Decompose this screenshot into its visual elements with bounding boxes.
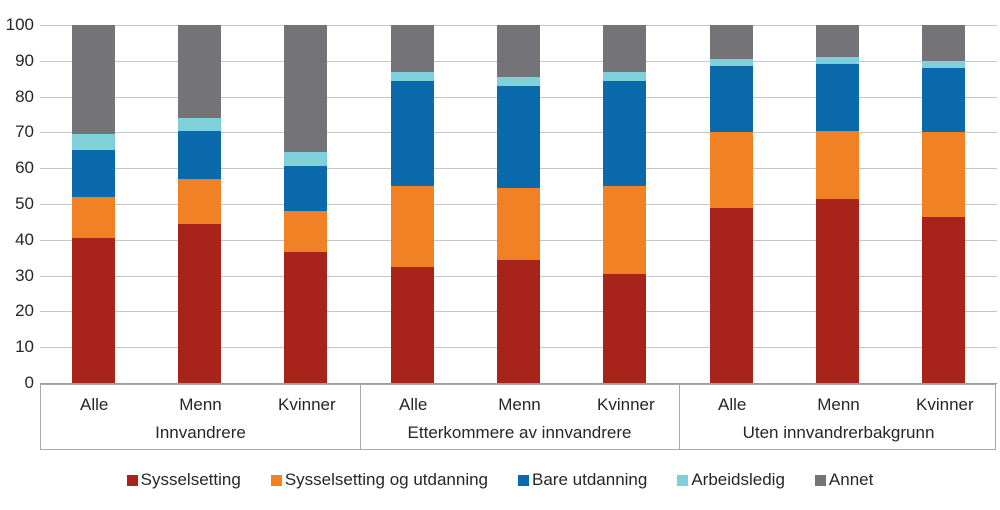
- bar-kvinner-8: [922, 25, 966, 383]
- bar-segment: [603, 80, 647, 187]
- group-label: Uten innvandrerbakgrunn: [742, 423, 935, 442]
- bar-segment: [709, 59, 753, 67]
- bar-segment: [816, 57, 859, 65]
- y-tick-label-100: 100: [5, 15, 34, 34]
- y-tick-label-10: 10: [15, 337, 34, 357]
- y-tick-label-0: 0: [24, 373, 34, 392]
- group-label: Innvandrere: [155, 423, 246, 442]
- bar-segment: [709, 132, 753, 208]
- legend: Sysselsetting Sysselsetting og utdanning B…: [0, 470, 1000, 490]
- legend-swatch-icon: [814, 474, 826, 486]
- y-tick-label-50: 50: [15, 194, 34, 213]
- bar-segment: [178, 130, 221, 179]
- category-axis-box: Alle Menn Kvinner Alle Menn Kvinner Alle Menn Kv…: [40, 384, 996, 450]
- bar-segment: [922, 60, 966, 68]
- bar-segment: [390, 25, 434, 72]
- bar-segment: [178, 25, 221, 119]
- bar-segment: [709, 25, 753, 60]
- bar-segment: [178, 223, 221, 383]
- bar-segment: [816, 198, 859, 383]
- bar-segment: [178, 118, 221, 131]
- bar-segment: [816, 130, 859, 199]
- category-label: Menn: [498, 395, 541, 414]
- category-label: Alle: [398, 395, 428, 414]
- bar-segment: [709, 207, 753, 383]
- y-tick-label-40: 40: [15, 229, 34, 249]
- legend-label: Arbeidsledig: [691, 470, 785, 489]
- group-divider: [679, 385, 680, 449]
- bar-segment: [390, 186, 434, 267]
- bar-segment: [284, 166, 328, 212]
- plot-area: [40, 25, 997, 384]
- y-tick-label-60: 60: [15, 158, 34, 178]
- legend-label: Sysselsetting: [140, 470, 241, 489]
- bar-segment: [390, 266, 434, 383]
- bar-segment: [284, 152, 328, 167]
- bar-segment: [71, 150, 115, 197]
- bar-segment: [71, 196, 115, 239]
- bar-segment: [922, 216, 966, 383]
- bar-segment: [497, 187, 540, 260]
- bar-segment: [178, 178, 221, 224]
- bar-kvinner-2: [284, 25, 328, 383]
- bar-segment: [603, 273, 647, 383]
- bar-segment: [603, 25, 647, 72]
- bar-segment: [71, 134, 115, 151]
- bar-segment: [816, 25, 859, 58]
- y-tick-label-70: 70: [15, 122, 34, 142]
- category-label: Kvinner: [597, 395, 655, 414]
- category-label: Menn: [817, 395, 860, 414]
- bar-segment: [497, 85, 540, 188]
- bar-segment: [390, 80, 434, 187]
- bar-segment: [284, 211, 328, 253]
- bar-segment: [284, 25, 328, 153]
- legend-swatch-icon: [518, 474, 530, 486]
- legend-item: Sysselsetting og utdanning: [270, 470, 489, 490]
- legend-swatch-icon: [677, 474, 689, 486]
- bar-segment: [922, 67, 966, 133]
- category-label: Kvinner: [278, 395, 336, 414]
- legend-label: Bare utdanning: [532, 470, 648, 489]
- bar-alle-0: [71, 25, 115, 383]
- y-tick-label-80: 80: [15, 86, 34, 106]
- legend-swatch-icon: [270, 474, 282, 486]
- gridline-0: [40, 383, 997, 384]
- group-divider: [360, 385, 361, 449]
- legend-item: Arbeidsledig: [677, 470, 785, 490]
- bar-segment: [71, 25, 115, 135]
- bar-segment: [603, 71, 647, 81]
- category-label: Alle: [79, 395, 109, 414]
- legend-item: Sysselsetting: [126, 470, 241, 490]
- bar-menn-7: [816, 25, 859, 383]
- bar-segment: [497, 76, 540, 86]
- category-label: Kvinner: [916, 395, 974, 414]
- bar-segment: [922, 132, 966, 217]
- bar-menn-4: [497, 25, 540, 383]
- y-tick-label-20: 20: [15, 301, 34, 321]
- bar-segment: [603, 186, 647, 274]
- group-label: Etterkommere av innvandrere: [407, 423, 632, 442]
- bar-segment: [922, 25, 966, 61]
- legend-swatch-icon: [126, 474, 138, 486]
- legend-label: Annet: [828, 470, 874, 489]
- bar-segment: [390, 71, 434, 81]
- legend-item: Bare utdanning: [518, 470, 647, 490]
- bar-segment: [816, 64, 859, 131]
- bar-segment: [709, 66, 753, 133]
- bar-segment: [284, 252, 328, 383]
- y-tick-label-90: 90: [15, 50, 34, 70]
- bar-kvinner-5: [603, 25, 647, 383]
- bar-alle-3: [390, 25, 434, 383]
- legend-item: Annet: [814, 470, 874, 490]
- bar-segment: [497, 259, 540, 383]
- bar-segment: [497, 25, 540, 77]
- bar-segment: [71, 238, 115, 383]
- bar-menn-1: [178, 25, 221, 383]
- bar-alle-6: [709, 25, 753, 383]
- y-tick-label-30: 30: [15, 265, 34, 285]
- category-label: Alle: [717, 395, 747, 414]
- category-label: Menn: [179, 395, 222, 414]
- legend-label: Sysselsetting og utdanning: [284, 470, 489, 489]
